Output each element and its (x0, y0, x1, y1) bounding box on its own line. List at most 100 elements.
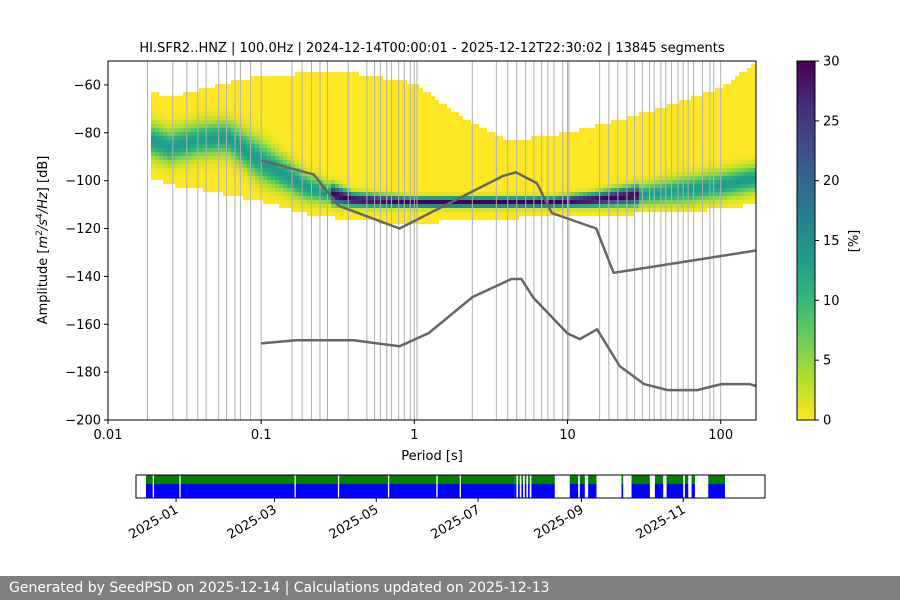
density-cell (427, 156, 431, 160)
density-cell (675, 108, 679, 112)
density-cell (579, 180, 583, 184)
density-cell (423, 172, 427, 176)
density-cell (155, 140, 159, 144)
density-cell (563, 192, 567, 196)
density-cell (243, 84, 247, 88)
density-cell (523, 156, 527, 160)
density-cell (547, 184, 551, 188)
density-cell (311, 76, 315, 80)
density-cell (483, 148, 487, 152)
density-cell (647, 188, 651, 192)
density-cell (691, 168, 695, 172)
density-cell (331, 104, 335, 108)
density-cell (323, 200, 327, 204)
density-cell (527, 192, 531, 196)
density-cell (271, 192, 275, 196)
density-cell (587, 168, 591, 172)
density-cell (543, 148, 547, 152)
density-cell (311, 144, 315, 148)
density-cell (223, 112, 227, 116)
density-cell (467, 136, 471, 140)
density-cell (255, 96, 259, 100)
density-cell (199, 184, 203, 188)
density-cell (679, 156, 683, 160)
density-cell (735, 188, 739, 192)
density-cell (159, 100, 163, 104)
density-cell (743, 120, 747, 124)
density-cell (363, 164, 367, 168)
density-cell (287, 180, 291, 184)
density-cell (279, 136, 283, 140)
density-cell (347, 168, 351, 172)
density-cell (451, 180, 455, 184)
density-cell (551, 192, 555, 196)
density-cell (227, 108, 231, 112)
density-cell (683, 152, 687, 156)
density-cell (367, 76, 371, 80)
density-cell (287, 80, 291, 84)
density-cell (507, 216, 511, 220)
density-cell (747, 164, 751, 168)
density-cell (555, 168, 559, 172)
density-cell (691, 136, 695, 140)
density-cell (695, 156, 699, 160)
density-cell (535, 168, 539, 172)
density-cell (703, 164, 707, 168)
density-cell (391, 144, 395, 148)
density-cell (191, 140, 195, 144)
density-cell (655, 132, 659, 136)
density-cell (159, 168, 163, 172)
density-cell (707, 164, 711, 168)
density-cell (707, 188, 711, 192)
density-cell (211, 96, 215, 100)
coverage-segment-bottom (528, 484, 530, 498)
density-cell (423, 104, 427, 108)
density-cell (691, 132, 695, 136)
density-cell (519, 152, 523, 156)
density-cell (695, 168, 699, 172)
density-cell (247, 160, 251, 164)
density-cell (403, 196, 407, 200)
density-cell (595, 204, 599, 208)
density-cell (423, 144, 427, 148)
density-cell (335, 136, 339, 140)
density-cell (739, 116, 743, 120)
density-cell (499, 156, 503, 160)
density-cell (411, 140, 415, 144)
density-cell (455, 128, 459, 132)
density-cell (611, 176, 615, 180)
density-cell (199, 96, 203, 100)
density-cell (407, 164, 411, 168)
density-cell (595, 192, 599, 196)
density-cell (359, 172, 363, 176)
density-cell (727, 192, 731, 196)
density-cell (475, 172, 479, 176)
density-cell (163, 144, 167, 148)
density-cell (631, 184, 635, 188)
density-cell (291, 192, 295, 196)
density-cell (255, 188, 259, 192)
density-cell (355, 192, 359, 196)
density-cell (655, 148, 659, 152)
density-cell (331, 84, 335, 88)
density-cell (651, 128, 655, 132)
density-cell (263, 152, 267, 156)
density-cell (543, 192, 547, 196)
density-cell (727, 204, 731, 208)
density-cell (435, 136, 439, 140)
density-cell (371, 156, 375, 160)
density-cell (595, 136, 599, 140)
density-cell (575, 176, 579, 180)
density-cell (471, 164, 475, 168)
density-cell (395, 152, 399, 156)
density-cell (203, 128, 207, 132)
density-cell (155, 176, 159, 180)
density-cell (667, 140, 671, 144)
density-cell (323, 176, 327, 180)
density-cell (631, 128, 635, 132)
density-cell (651, 204, 655, 208)
density-cell (351, 176, 355, 180)
density-cell (679, 208, 683, 212)
density-cell (707, 184, 711, 188)
density-cell (667, 188, 671, 192)
